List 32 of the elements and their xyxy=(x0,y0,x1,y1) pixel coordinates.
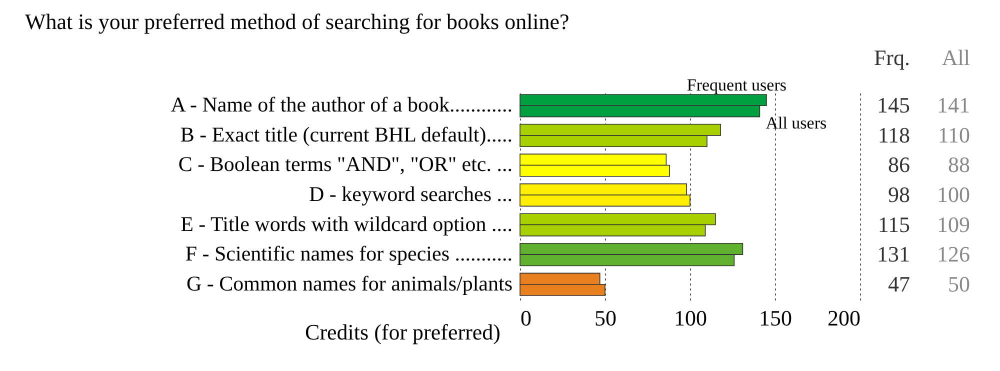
y-tick-label: C - Boolean terms "AND", "OR" etc. ... xyxy=(178,152,512,176)
data-label: 118 xyxy=(878,122,910,148)
y-tick-label: G - Common names for animals/plants xyxy=(186,271,512,296)
data-label: 98 xyxy=(888,182,910,207)
x-tick-label: 50 xyxy=(594,306,616,330)
data-label: 47 xyxy=(888,271,910,296)
data-label: 126 xyxy=(937,242,970,267)
data-label: 50 xyxy=(948,271,970,296)
x-axis-title: Credits (for preferred) xyxy=(305,320,500,344)
data-label: 131 xyxy=(877,242,910,267)
text: Frq. xyxy=(874,45,910,70)
x-tick-label: 200 xyxy=(828,306,860,330)
data-label: 115 xyxy=(878,212,910,237)
x-tick-label: 100 xyxy=(674,306,707,330)
y-tick-label: F - Scientific names for species ........... xyxy=(185,242,512,266)
data-label: 86 xyxy=(888,152,910,178)
data-label: 141 xyxy=(937,92,970,118)
text: What is your preferred method of searching for books online? xyxy=(25,9,570,34)
data-label: 109 xyxy=(937,212,970,237)
data-label: 100 xyxy=(937,182,970,207)
data-label: 145 xyxy=(877,92,910,118)
y-tick-label: D - keyword searches ... xyxy=(308,182,512,206)
data-label: 110 xyxy=(938,122,970,148)
y-tick-label: E - Title words with wildcard option .... xyxy=(180,212,512,236)
x-tick-label: 0 xyxy=(520,306,532,330)
data-label: 88 xyxy=(948,152,970,178)
y-tick-label: A - Name of the author of a book............ xyxy=(170,92,512,117)
series-label: All users xyxy=(766,114,827,133)
series-label: Frequent users xyxy=(686,76,786,95)
y-tick-label: B - Exact title (current BHL default)..... xyxy=(180,122,512,146)
text: All xyxy=(942,45,970,70)
x-tick-label: 150 xyxy=(759,306,792,330)
